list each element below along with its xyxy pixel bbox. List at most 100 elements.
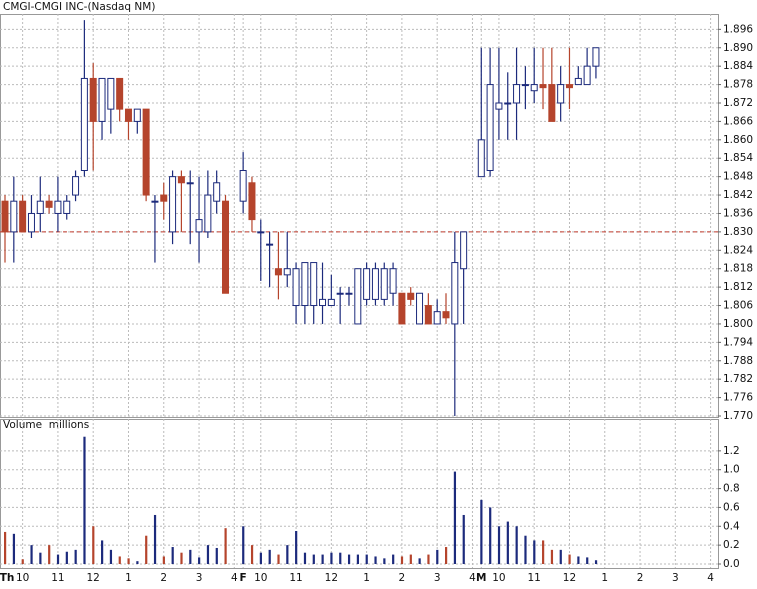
candle-body: [327, 298, 335, 307]
x-tick-label: 4: [707, 572, 714, 584]
candle-body: [186, 182, 194, 185]
candle-body: [80, 77, 88, 172]
volume-bar: [277, 554, 280, 564]
volume-bar: [365, 554, 368, 564]
y-tick-label: 0.4: [723, 520, 740, 532]
volume-bar: [21, 559, 24, 564]
candle-body: [530, 84, 538, 92]
candle-body: [548, 84, 556, 122]
volume-bar: [295, 531, 298, 564]
candle-body: [363, 268, 371, 300]
candle-body: [389, 268, 397, 294]
x-tick-label: 1: [601, 572, 608, 584]
candle-body: [504, 102, 512, 105]
candle-body: [380, 268, 388, 300]
x-tick-label: 1: [363, 572, 370, 584]
volume-bar: [383, 558, 386, 564]
volume-bar: [330, 552, 333, 564]
candle-body: [222, 200, 229, 294]
candle-body: [19, 200, 27, 233]
candle-body: [574, 77, 582, 86]
volume-bar: [453, 471, 457, 564]
volume-bar: [594, 560, 598, 564]
volume-bar: [39, 552, 42, 564]
y-tick-label: 1.782: [723, 373, 753, 385]
volume-bar: [480, 499, 483, 564]
volume-bar: [409, 554, 412, 564]
volume-bar: [250, 545, 254, 564]
x-tick-label: 4: [231, 572, 238, 584]
x-tick-label: 2: [160, 572, 167, 584]
volume-bar: [162, 556, 165, 564]
candle-body: [539, 84, 547, 89]
volume-bar: [118, 556, 121, 564]
candle-body: [54, 200, 62, 214]
candle-body: [213, 182, 221, 202]
candle-body: [310, 262, 318, 307]
x-tick-label: 11: [289, 572, 302, 584]
volume-bar: [418, 558, 421, 564]
candle-body: [107, 77, 115, 110]
volume-bar: [568, 554, 571, 564]
volume-bar: [127, 558, 130, 564]
y-tick-label: 1.866: [723, 115, 753, 127]
volume-bar: [542, 540, 545, 564]
x-tick-label: 11: [528, 572, 541, 584]
candle-body: [36, 200, 44, 214]
volume-bar: [189, 549, 192, 564]
x-tick-label: 2: [637, 572, 644, 584]
x-tick-label: M: [476, 572, 486, 584]
candle-body: [63, 200, 71, 214]
candle-body: [72, 176, 80, 196]
y-tick-label: 1.824: [723, 244, 753, 256]
candle-body: [398, 292, 406, 325]
candle-body: [371, 268, 379, 300]
candle-body: [407, 292, 415, 300]
y-tick-label: 1.800: [723, 318, 753, 330]
x-tick-label: 10: [16, 572, 29, 584]
y-tick-label: 1.812: [723, 281, 753, 293]
volume-bar: [497, 526, 501, 564]
y-tick-label: 1.836: [723, 207, 753, 219]
y-tick-label: 1.830: [723, 226, 753, 238]
volume-bar: [436, 549, 439, 564]
y-tick-label: 0.6: [723, 501, 740, 513]
candle-body: [98, 77, 106, 122]
candle-body: [354, 268, 362, 325]
candle-body: [10, 200, 18, 233]
x-tick-label: 10: [254, 572, 267, 584]
volume-bar: [224, 528, 227, 564]
volume-bar: [74, 549, 77, 564]
candle-body: [565, 84, 573, 89]
volume-bar: [489, 507, 492, 564]
candle-body: [239, 170, 247, 202]
volume-bar: [171, 547, 174, 564]
y-tick-label: 1.0: [723, 464, 740, 476]
volume-bar: [303, 552, 307, 564]
candle-body: [204, 194, 212, 233]
panel-frame: [0, 14, 719, 418]
candle-body: [169, 176, 177, 233]
y-tick-label: 1.788: [723, 355, 753, 367]
candle-body: [177, 176, 185, 184]
volume-bar: [374, 556, 377, 564]
volume-bar: [101, 540, 104, 564]
y-tick-label: 1.878: [723, 79, 753, 91]
candle-body: [495, 102, 503, 110]
y-tick-label: 1.806: [723, 300, 753, 312]
y-tick-label: 1.890: [723, 42, 753, 54]
volume-bar: [559, 549, 562, 564]
candle-body: [345, 292, 353, 295]
x-tick-label: 12: [87, 572, 100, 584]
volume-bar: [533, 540, 536, 564]
y-tick-label: 1.770: [723, 410, 753, 422]
volume-bar: [550, 549, 554, 564]
x-tick-label: 3: [672, 572, 679, 584]
candle-body: [513, 84, 521, 104]
y-tick-label: 0.8: [723, 483, 740, 495]
candle-body: [336, 292, 344, 295]
x-tick-label: 11: [51, 572, 64, 584]
x-tick-label: 12: [325, 572, 338, 584]
candle-body: [557, 84, 565, 104]
